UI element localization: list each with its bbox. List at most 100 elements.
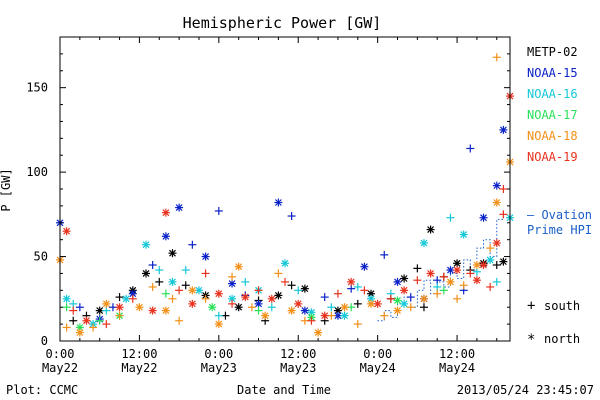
noaa-18-south-point-27	[406, 303, 415, 312]
noaa-16-north-point-11	[228, 294, 237, 303]
noaa-18-south-point-11	[201, 294, 210, 303]
noaa-18-south-point-38	[168, 294, 177, 303]
metp-02-north-point-21	[400, 274, 409, 283]
noaa-19-south-point-34	[499, 185, 508, 193]
marker-key-north-label: north	[544, 332, 580, 346]
noaa-19-north-point-4	[115, 303, 124, 312]
x-tick-date-0: May22	[42, 361, 78, 375]
metp-02-north-point-29	[499, 257, 508, 266]
noaa-15-north-point-6	[161, 232, 170, 241]
noaa-16-south-point-8	[181, 266, 190, 275]
x-tick-date-1: May22	[121, 361, 157, 375]
y-tick-label-2: 100	[26, 165, 48, 179]
noaa-15-north-point-7	[175, 203, 184, 212]
noaa-18-north-point-24	[367, 299, 376, 308]
noaa-19-south-point-26	[413, 276, 422, 285]
noaa-18-south-point-7	[148, 282, 157, 291]
noaa-15-north-point-9	[201, 252, 210, 261]
noaa-15-south-point-23	[406, 293, 415, 302]
noaa-16-north-point-7	[168, 277, 177, 286]
noaa-19-north-point-7	[161, 208, 170, 217]
noaa-19-north-point-19	[320, 311, 329, 320]
noaa-15-south-point-25	[433, 276, 442, 285]
noaa-18-south-point-25	[380, 311, 389, 320]
noaa-16-south-point-14	[267, 303, 276, 312]
noaa-15-south-point-17	[320, 293, 329, 302]
noaa-18-south-point-23	[353, 320, 362, 329]
footer-credit: Plot: CCMC	[6, 383, 78, 397]
noaa-18-north-point-22	[340, 303, 349, 312]
noaa-17-north-point-5	[208, 303, 217, 312]
plot-frame	[59, 36, 511, 342]
noaa-19-south-point-12	[228, 299, 237, 308]
noaa-18-north-point-10	[188, 286, 197, 295]
noaa-15-south-point-5	[148, 261, 157, 269]
metp-02-north-point-7	[168, 249, 177, 258]
ovation-label-1: — Ovation	[527, 208, 592, 222]
noaa-16-south-point-28	[472, 267, 481, 276]
noaa-19-north-point-2	[82, 316, 91, 325]
noaa-16-north-point-19	[340, 311, 349, 320]
noaa-18-north-point-6	[135, 303, 144, 312]
metp-02-south-point-30	[419, 303, 428, 312]
metp-02-south-point-18	[353, 299, 362, 308]
noaa-15-north-point-13	[254, 299, 263, 308]
noaa-18-north-point-18	[287, 306, 296, 315]
noaa-19-north-point-15	[267, 294, 276, 303]
x-tick-label-1: 12:00	[121, 347, 157, 361]
metp-02-south-point-8	[181, 281, 190, 290]
noaa-15-south-point-19	[347, 284, 356, 293]
x-axis: 0:00May2212:00May220:00May2312:00May230:…	[42, 37, 498, 375]
metp-02-south-point-6	[155, 277, 164, 286]
metp-02-south-point-22	[413, 264, 422, 273]
noaa-18-south-point-31	[459, 281, 468, 290]
noaa-19-south-point-16	[281, 277, 289, 286]
noaa-15-south-point-10	[214, 206, 223, 215]
noaa-19-south-point-28	[439, 272, 448, 281]
noaa-16-south-point-31	[492, 277, 501, 286]
noaa-19-south-point-22	[360, 286, 369, 295]
marker-key-south-symbol: +	[527, 298, 535, 314]
noaa-16-north-point-9	[194, 286, 203, 295]
noaa-19-south-point-33	[499, 210, 508, 219]
noaa-18-north-point-4	[102, 299, 111, 308]
noaa-19-south-point-8	[175, 286, 184, 295]
noaa-15-north-point-20	[360, 262, 369, 271]
noaa-18-south-point-13	[228, 272, 237, 281]
noaa-19-north-point-11	[214, 289, 223, 298]
noaa-16-north-point-23	[400, 299, 409, 308]
noaa-18-north-point-28	[419, 294, 428, 303]
metp-02-north-point-25	[453, 259, 462, 268]
metp-02-north-point-11	[234, 303, 243, 312]
noaa-19-north-point-31	[479, 261, 488, 269]
noaa-19-north-point-25	[400, 286, 409, 295]
noaa-19-south-point-1	[69, 306, 78, 315]
noaa-15-south-point-15	[287, 212, 296, 221]
noaa-15-north-point-30	[499, 125, 508, 134]
metp-02-south-point-0	[69, 316, 78, 325]
noaa-18-north-point-2	[75, 328, 84, 337]
legend: METP-02 NOAA-15 NOAA-16 NOAA-17 NOAA-18 NOAA-…	[527, 45, 578, 164]
legend-item-noaa-16: NOAA-16	[527, 87, 578, 101]
x-tick-label-2: 0:00	[204, 347, 233, 361]
x-tick-label-3: 12:00	[280, 347, 316, 361]
noaa-15-north-point-16	[300, 306, 309, 315]
noaa-18-south-point-17	[274, 269, 283, 278]
noaa-18-north-point-34	[492, 198, 501, 207]
noaa-19-north-point-29	[453, 266, 462, 275]
legend-item-noaa-15: NOAA-15	[527, 66, 578, 80]
y-axis-label: P [GW]	[0, 168, 13, 211]
legend-item-noaa-17: NOAA-17	[527, 108, 578, 122]
noaa-15-south-point-21	[380, 250, 389, 259]
noaa-18-north-point-32	[472, 261, 481, 269]
noaa-16-south-point-6	[155, 266, 164, 275]
noaa-19-south-point-3	[102, 320, 111, 329]
noaa-18-south-point-5	[115, 311, 124, 320]
noaa-18-south-point-35	[492, 53, 501, 62]
metp-02-north-point-13	[274, 291, 283, 300]
metp-02-north-point-5	[142, 269, 151, 278]
noaa-15-north-point-11	[228, 279, 237, 288]
noaa-18-south-point-9	[175, 316, 184, 325]
noaa-17-south-point-4	[161, 289, 170, 298]
